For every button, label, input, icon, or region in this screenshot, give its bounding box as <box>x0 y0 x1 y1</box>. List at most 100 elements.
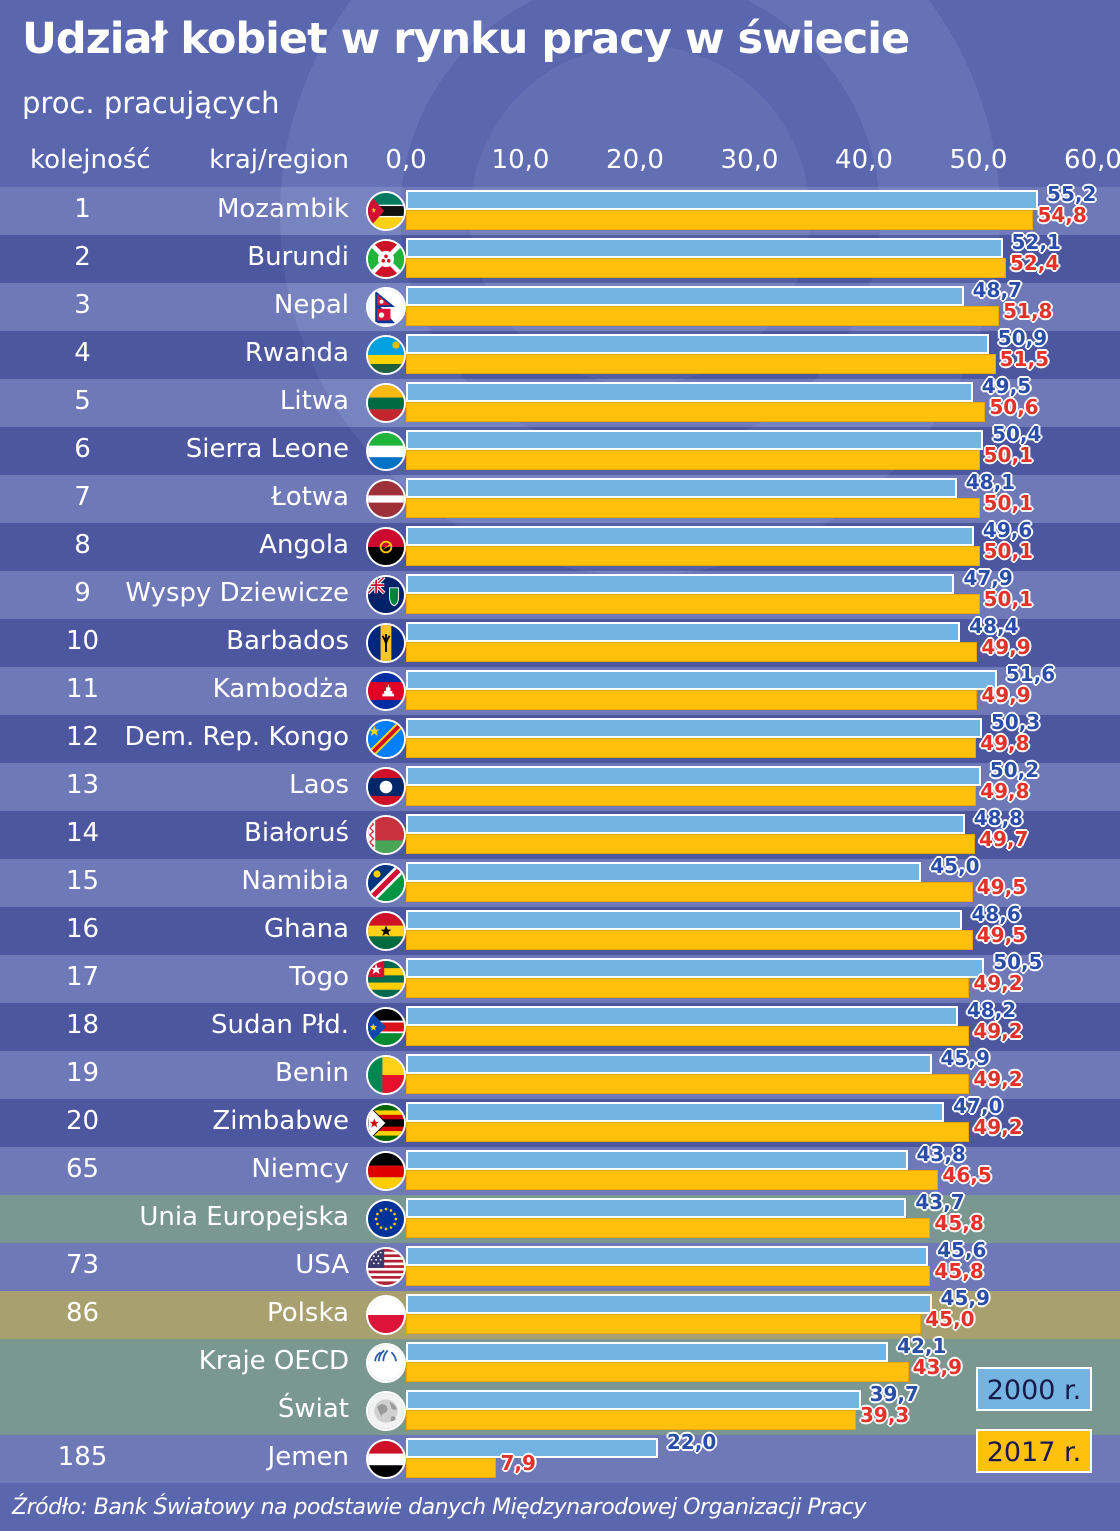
bar-2017 <box>406 930 973 950</box>
rank-label: 9 <box>74 578 91 608</box>
value-label-2000: 48,2 <box>966 998 1017 1022</box>
x-tick-label: 60,0 <box>1064 145 1120 175</box>
globe-icon <box>366 1391 406 1431</box>
chart-row: 14 Białoruś 48,8 49,7 <box>0 808 1120 859</box>
rank-label: 17 <box>65 962 100 992</box>
rank-label: 16 <box>65 914 100 944</box>
bar-2017 <box>406 450 980 470</box>
value-label-2000: 47,9 <box>963 566 1013 590</box>
bar-2017 <box>406 978 970 998</box>
rank-label: 8 <box>74 530 91 560</box>
x-tick-label: 50,0 <box>949 145 1008 175</box>
chart-row: 17 Togo 50,5 49,2 <box>0 952 1120 1003</box>
value-label-2000: 48,7 <box>972 278 1022 302</box>
country-label: Sudan Płd. <box>211 1010 349 1040</box>
country-label: Dem. Rep. Kongo <box>124 722 349 752</box>
usa-flag-icon <box>366 1247 406 1287</box>
value-label-2000: 47,0 <box>953 1094 1003 1118</box>
bar-2017 <box>406 1170 939 1190</box>
value-label-2017: 54,8 <box>1037 203 1087 227</box>
belarus-flag-icon <box>366 815 406 855</box>
barbados-flag-icon <box>366 623 406 663</box>
value-label-2000: 55,2 <box>1047 182 1097 206</box>
bar-2000 <box>406 526 974 546</box>
value-label-2017: 52,4 <box>1009 251 1060 275</box>
bar-2000 <box>406 1150 908 1170</box>
cambodia-flag-icon <box>366 671 406 711</box>
source-note: Źródło: Bank Światowy na podstawie danyc… <box>12 1495 866 1520</box>
bar-2017 <box>406 642 978 662</box>
bar-2017 <box>406 498 980 518</box>
value-label-2000: 45,9 <box>940 1286 990 1310</box>
chart-row: 18 Sudan Płd. 48,2 49,2 <box>0 998 1120 1051</box>
value-label-2000: 43,8 <box>916 1142 966 1166</box>
bar-2000 <box>406 334 989 354</box>
value-label-2017: 49,9 <box>981 683 1031 707</box>
rank-label: 4 <box>74 338 91 368</box>
bar-2017 <box>406 1074 970 1094</box>
bar-2017 <box>406 258 1006 278</box>
value-label-2017: 45,8 <box>934 1211 984 1235</box>
bar-2000 <box>406 190 1039 210</box>
bar-2000 <box>406 862 922 882</box>
value-label-2000: 48,1 <box>965 470 1016 494</box>
chart-row: 8 Angola 49,6 50,1 <box>0 520 1120 571</box>
country-label: Benin <box>274 1058 349 1088</box>
country-label: Togo <box>289 962 349 992</box>
chart-row: 11 Kambodża 51,6 49,9 <box>0 662 1120 715</box>
chart-row: 10 Barbados 48,4 49,9 <box>0 614 1120 667</box>
value-label-2000: 48,4 <box>969 614 1019 638</box>
laos-flag-icon <box>366 767 406 807</box>
poland-flag-icon <box>366 1295 406 1335</box>
chart-row: Kraje OECD 42,1 43,9 <box>0 1336 1120 1387</box>
chart-row: 13 Laos 50,2 49,8 <box>0 760 1120 811</box>
chart-row: 65 Niemcy 43,8 46,5 <box>0 1142 1120 1195</box>
value-label-2000: 43,7 <box>915 1190 965 1214</box>
chart-row: 185 Jemen 22,0 7,9 <box>0 1432 1120 1483</box>
value-label-2017: 49,9 <box>981 635 1031 659</box>
bar-2000 <box>406 1342 889 1362</box>
yemen-flag-icon <box>366 1439 406 1479</box>
chart-row: 6 Sierra Leone 50,4 50,1 <box>0 422 1120 475</box>
country-label: Ghana <box>264 914 349 944</box>
rank-label: 86 <box>65 1298 100 1328</box>
bar-2017 <box>406 1266 931 1286</box>
rank-label: 15 <box>65 866 100 896</box>
chart-row: 16 Ghana 48,6 49,5 <box>0 904 1120 955</box>
ghana-flag-icon <box>366 911 406 951</box>
rank-label: 65 <box>65 1154 100 1184</box>
value-label-2017: 43,9 <box>912 1355 962 1379</box>
x-tick-label: 40,0 <box>835 145 893 175</box>
benin-flag-icon <box>366 1055 406 1095</box>
chart-row: 1 Mozambik 55,2 54,8 <box>0 182 1120 235</box>
country-label: Barbados <box>226 626 349 656</box>
chart-title: Udział kobiet w rynku pracy w świecie <box>22 14 910 64</box>
value-label-2000: 50,9 <box>997 326 1048 350</box>
bar-2000 <box>406 1390 861 1410</box>
bar-2017 <box>406 210 1034 230</box>
bar-2017 <box>406 834 976 854</box>
country-label: Niemcy <box>251 1154 349 1184</box>
value-label-2000: 39,7 <box>869 1382 919 1406</box>
country-label: Namibia <box>241 866 349 896</box>
rank-column-header: kolejność <box>30 145 151 175</box>
bar-2017 <box>406 690 978 710</box>
bar-2017 <box>406 786 977 806</box>
bar-2017 <box>406 402 986 422</box>
burundi-flag-icon <box>366 239 406 279</box>
bar-2017 <box>406 594 980 614</box>
value-label-2000: 49,5 <box>981 374 1032 398</box>
value-label-2000: 50,4 <box>992 422 1042 446</box>
bar-2017 <box>406 354 996 374</box>
rank-label: 12 <box>65 722 100 752</box>
rank-label: 185 <box>57 1442 108 1472</box>
country-label: Zimbabwe <box>212 1106 349 1136</box>
chart-row: Unia Europejska 43,7 45,8 <box>0 1190 1120 1243</box>
rank-label: 20 <box>65 1106 100 1136</box>
country-label: Litwa <box>279 386 349 416</box>
value-label-2000: 51,6 <box>1005 662 1056 686</box>
value-label-2017: 50,1 <box>983 587 1033 611</box>
germany-flag-icon <box>366 1151 406 1191</box>
bar-2017 <box>406 306 1000 326</box>
rank-label: 1 <box>74 194 91 224</box>
